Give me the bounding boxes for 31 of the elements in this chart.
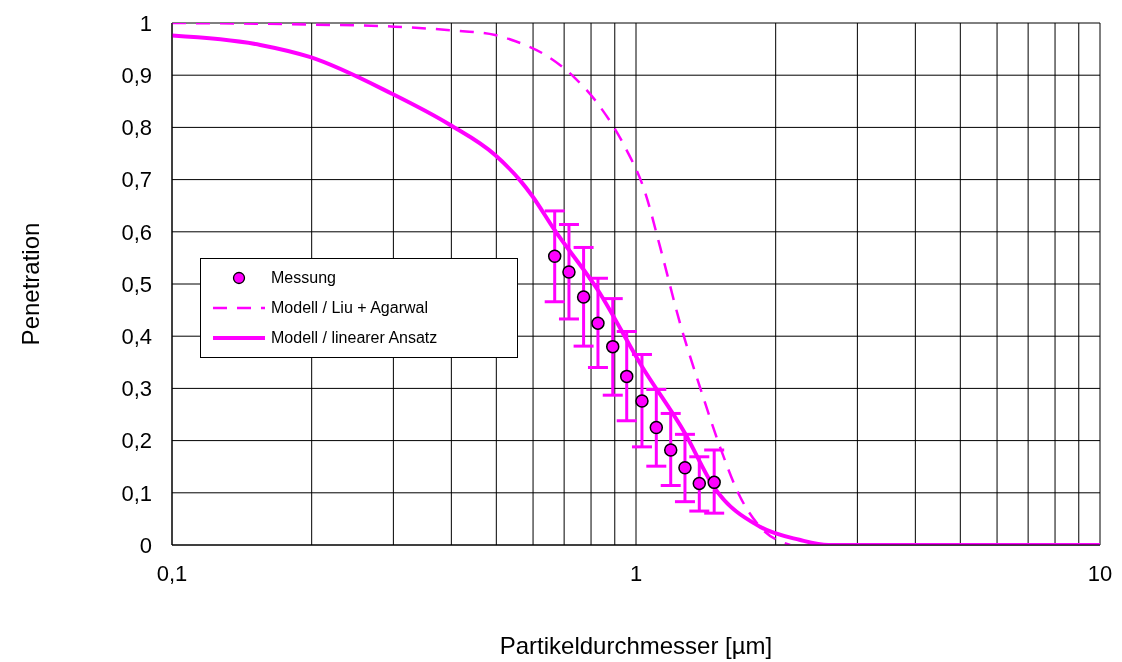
x-tick-label: 0,1 xyxy=(156,560,188,586)
y-tick-label: 0,6 xyxy=(121,219,152,245)
y-tick-label: 0,3 xyxy=(121,376,152,402)
point xyxy=(591,316,605,330)
legend-label: Modell / linearer Ansatz xyxy=(271,329,438,347)
y-tick-label: 0,8 xyxy=(121,115,152,141)
point xyxy=(635,394,649,408)
point xyxy=(605,339,620,354)
x-tick-label: 10 xyxy=(1087,560,1113,586)
legend-label: Messung xyxy=(271,269,336,287)
point xyxy=(692,476,707,491)
point xyxy=(649,420,664,435)
point xyxy=(707,475,721,490)
point xyxy=(547,249,562,264)
point xyxy=(619,369,634,384)
point xyxy=(663,443,678,457)
y-tick-label: 0,5 xyxy=(121,271,152,297)
y-tick-label: 0,2 xyxy=(121,428,152,454)
y-axis-title: Penetration xyxy=(16,222,44,346)
y-tick-label: 0,4 xyxy=(121,324,152,350)
legend-label: Modell / Liu + Agarwal xyxy=(271,299,428,317)
point xyxy=(576,290,591,304)
y-tick-label: 0,1 xyxy=(121,480,152,506)
y-tick-label: 0,7 xyxy=(121,167,152,193)
point xyxy=(678,460,692,475)
x-tick-label: 1 xyxy=(629,560,643,586)
y-tick-label: 0,9 xyxy=(121,63,152,89)
y-tick-label: 1 xyxy=(139,10,152,36)
y-tick-label: 0 xyxy=(139,532,152,558)
x-axis-title: Partikeldurchmesser [µm] xyxy=(499,632,773,659)
point xyxy=(562,265,576,279)
